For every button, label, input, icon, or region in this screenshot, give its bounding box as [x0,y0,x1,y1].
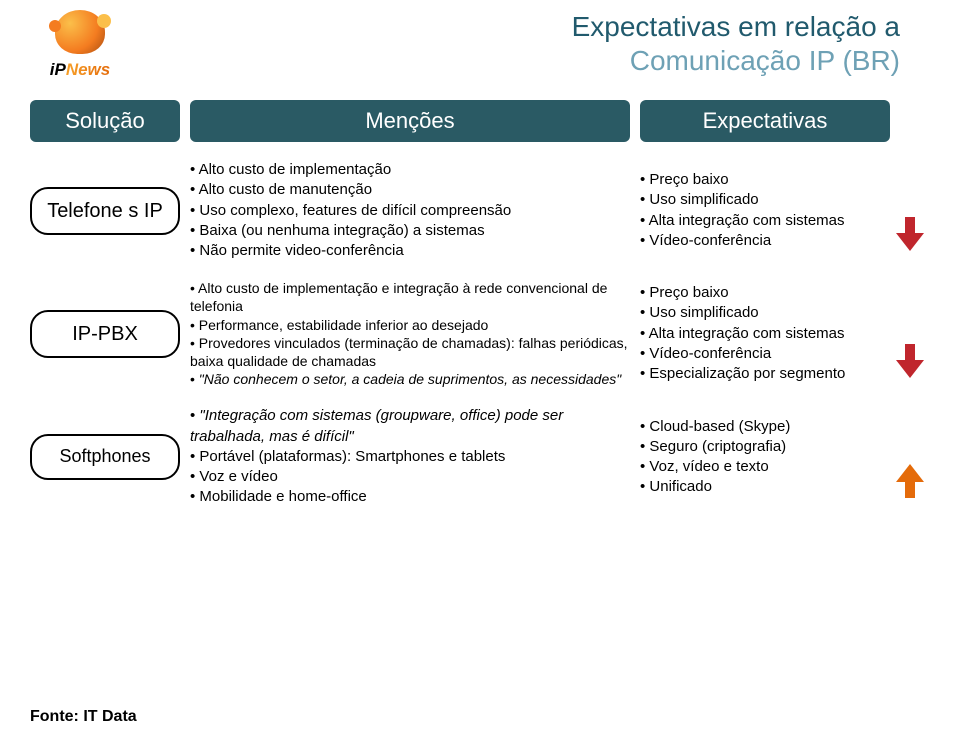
exp-item: Uso simplificado [640,303,890,323]
logo: iPNews [20,10,140,80]
logo-text: iPNews [50,60,110,80]
mention-item: Performance, estabilidade inferior ao de… [190,316,630,334]
mentions-softphones: "Integração com sistemas (groupware, off… [190,406,630,507]
row-telefones-ip: Telefone s IP Alto custo de implementaçã… [30,160,930,261]
exp-item: Preço baixo [640,283,890,303]
mention-item: Mobilidade e home-office [190,487,630,507]
logo-ip: iP [50,60,66,79]
mention-item: "Integração com sistemas (groupware, off… [190,406,630,447]
exp-item: Vídeo-conferência [640,344,890,364]
exp-item: Voz, vídeo e texto [640,457,890,477]
trend-arrow-down-icon [896,217,924,251]
title-line2: Comunicação IP (BR) [572,44,900,78]
exp-item: Alta integração com sistemas [640,324,890,344]
comparison-grid: Solução Menções Expectativas Telefone s … [30,100,930,526]
mention-item: Alto custo de implementação e integração… [190,279,630,315]
mention-item: Não permite video-conferência [190,241,630,261]
mention-item: Alto custo de manutenção [190,180,630,200]
mention-item: Voz e vídeo [190,467,630,487]
exp-item: Vídeo-conferência [640,231,890,251]
exp-item: Uso simplificado [640,190,890,210]
mention-item: Uso complexo, features de difícil compre… [190,201,630,221]
solution-ip-pbx: IP-PBX [30,310,180,358]
trend-arrow-down-icon [896,344,924,378]
header-row: Solução Menções Expectativas [30,100,930,142]
mention-item: "Não conhecem o setor, a cadeia de supri… [190,370,630,388]
row-softphones: Softphones "Integração com sistemas (gro… [30,406,930,507]
mention-item: Alto custo de implementação [190,160,630,180]
row-ip-pbx: IP-PBX Alto custo de implementação e int… [30,279,930,388]
globe-icon [55,10,105,54]
mention-item: Portável (plataformas): Smartphones e ta… [190,447,630,467]
logo-news: News [66,60,110,79]
expectations-softphones: Cloud-based (Skype) Seguro (criptografia… [640,417,890,498]
exp-item: Especialização por segmento [640,364,890,384]
exp-item: Cloud-based (Skype) [640,417,890,437]
solution-telefones-ip: Telefone s IP [30,187,180,235]
header-expectativas: Expectativas [640,100,890,142]
page-title: Expectativas em relação a Comunicação IP… [572,10,900,77]
expectations-telefones-ip: Preço baixo Uso simplificado Alta integr… [640,170,890,251]
mentions-ip-pbx: Alto custo de implementação e integração… [190,279,630,388]
mention-item: Provedores vinculados (terminação de cha… [190,334,630,370]
title-line1: Expectativas em relação a [572,10,900,44]
exp-item: Unificado [640,477,890,497]
expectations-ip-pbx: Preço baixo Uso simplificado Alta integr… [640,283,890,384]
exp-item: Preço baixo [640,170,890,190]
solution-softphones: Softphones [30,434,180,480]
header-mencoes: Menções [190,100,630,142]
header-solucao: Solução [30,100,180,142]
exp-item: Seguro (criptografia) [640,437,890,457]
mentions-telefones-ip: Alto custo de implementação Alto custo d… [190,160,630,261]
mention-item: Baixa (ou nenhuma integração) a sistemas [190,221,630,241]
trend-arrow-up-icon [896,464,924,498]
source-footer: Fonte: IT Data [30,708,137,726]
exp-item: Alta integração com sistemas [640,211,890,231]
